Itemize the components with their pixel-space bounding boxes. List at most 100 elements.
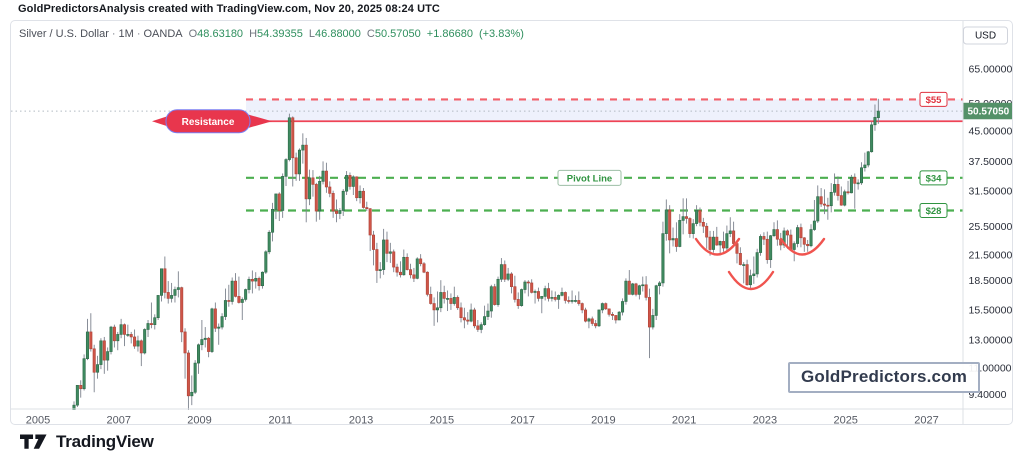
candle xyxy=(294,152,298,181)
candle xyxy=(429,286,433,305)
candle xyxy=(244,288,248,302)
candle xyxy=(624,278,628,305)
tradingview-logo[interactable]: TradingView xyxy=(20,432,154,452)
exchange-label: OANDA xyxy=(143,28,183,40)
candle xyxy=(718,240,722,255)
candle xyxy=(284,158,288,186)
candle xyxy=(409,263,413,279)
candle xyxy=(456,295,460,310)
candle xyxy=(661,221,665,287)
candle xyxy=(483,305,487,326)
candle xyxy=(119,318,123,339)
resistance-callout[interactable]: Resistance xyxy=(152,109,272,134)
candle xyxy=(180,286,184,343)
candle xyxy=(853,173,857,209)
candle xyxy=(762,232,766,246)
open-value: 48.63180 xyxy=(197,28,244,40)
candle xyxy=(260,271,264,289)
candle xyxy=(348,172,352,190)
candle xyxy=(530,279,534,294)
candle xyxy=(496,276,500,307)
candle xyxy=(72,401,76,410)
legend-separator: · xyxy=(136,28,141,40)
candle xyxy=(395,263,399,277)
candle xyxy=(738,247,742,266)
candle xyxy=(459,302,463,323)
candle xyxy=(870,121,874,153)
year-label: 2023 xyxy=(753,415,777,425)
candle xyxy=(563,291,567,304)
candle xyxy=(415,257,419,280)
candle xyxy=(372,230,376,266)
low-value: 46.88000 xyxy=(315,28,361,40)
candle xyxy=(271,202,275,242)
candle xyxy=(139,339,143,367)
candle xyxy=(250,270,254,294)
candle xyxy=(287,113,291,162)
candle xyxy=(183,328,187,379)
candle xyxy=(217,323,221,345)
candle xyxy=(570,290,574,304)
candle xyxy=(846,180,850,195)
candle xyxy=(166,281,170,304)
svg-text:$28: $28 xyxy=(926,206,942,217)
price-tick-label: 21.50000 xyxy=(969,250,1013,262)
resistance-zone xyxy=(246,99,963,122)
candle xyxy=(678,214,682,248)
candle xyxy=(604,302,608,310)
year-label: 2017 xyxy=(510,415,534,425)
candle xyxy=(536,287,540,302)
candle xyxy=(213,302,217,332)
candle xyxy=(378,262,382,279)
candle xyxy=(274,193,278,220)
candle xyxy=(385,231,389,263)
candle xyxy=(486,303,490,320)
candle xyxy=(143,328,147,355)
candle xyxy=(75,385,79,408)
candle xyxy=(392,249,396,273)
interval-label: 1M xyxy=(118,28,134,40)
candle xyxy=(247,276,251,294)
candle xyxy=(829,183,833,213)
candle xyxy=(698,207,702,227)
candle xyxy=(742,262,746,284)
candle xyxy=(176,271,180,298)
attribution-text: GoldPredictorsAnalysis created with Trad… xyxy=(18,3,440,15)
candle xyxy=(223,288,227,320)
candle xyxy=(355,176,359,202)
year-label: 2019 xyxy=(591,415,615,425)
candle xyxy=(449,293,453,310)
candle xyxy=(163,256,167,299)
year-label: 2011 xyxy=(268,415,292,425)
candle xyxy=(277,192,281,222)
candle xyxy=(510,272,514,294)
level-tag-pivot-34: $34 xyxy=(919,170,948,186)
close-key: C xyxy=(366,28,375,40)
candle xyxy=(338,208,342,220)
candle xyxy=(671,227,675,247)
price-tick-label: 15.50000 xyxy=(969,305,1013,317)
symbol-title: Silver / U.S. Dollar xyxy=(19,28,109,40)
candle xyxy=(425,271,429,297)
candle xyxy=(126,324,130,337)
candle xyxy=(637,284,641,300)
candle xyxy=(314,182,318,222)
candle xyxy=(193,360,197,395)
candle xyxy=(351,175,355,196)
year-label: 2015 xyxy=(430,415,454,425)
candle xyxy=(85,318,89,361)
rounding-bottom-arc xyxy=(694,237,741,256)
price-tick-label: 37.50000 xyxy=(969,156,1013,168)
candle xyxy=(493,283,497,306)
candle xyxy=(156,295,160,320)
candle xyxy=(469,303,473,323)
candle xyxy=(752,256,756,284)
chart-legend[interactable]: Silver / U.S. Dollar · 1M · OANDA O48.63180 H5… xyxy=(19,28,524,40)
candle xyxy=(769,235,773,268)
currency-badge[interactable]: USD xyxy=(963,26,1008,45)
candle xyxy=(446,290,450,312)
candlestick-chart[interactable]: 65.0000053.0000045.0000037.5000031.50000… xyxy=(11,21,1012,424)
candle xyxy=(796,224,800,248)
candle xyxy=(375,242,379,283)
